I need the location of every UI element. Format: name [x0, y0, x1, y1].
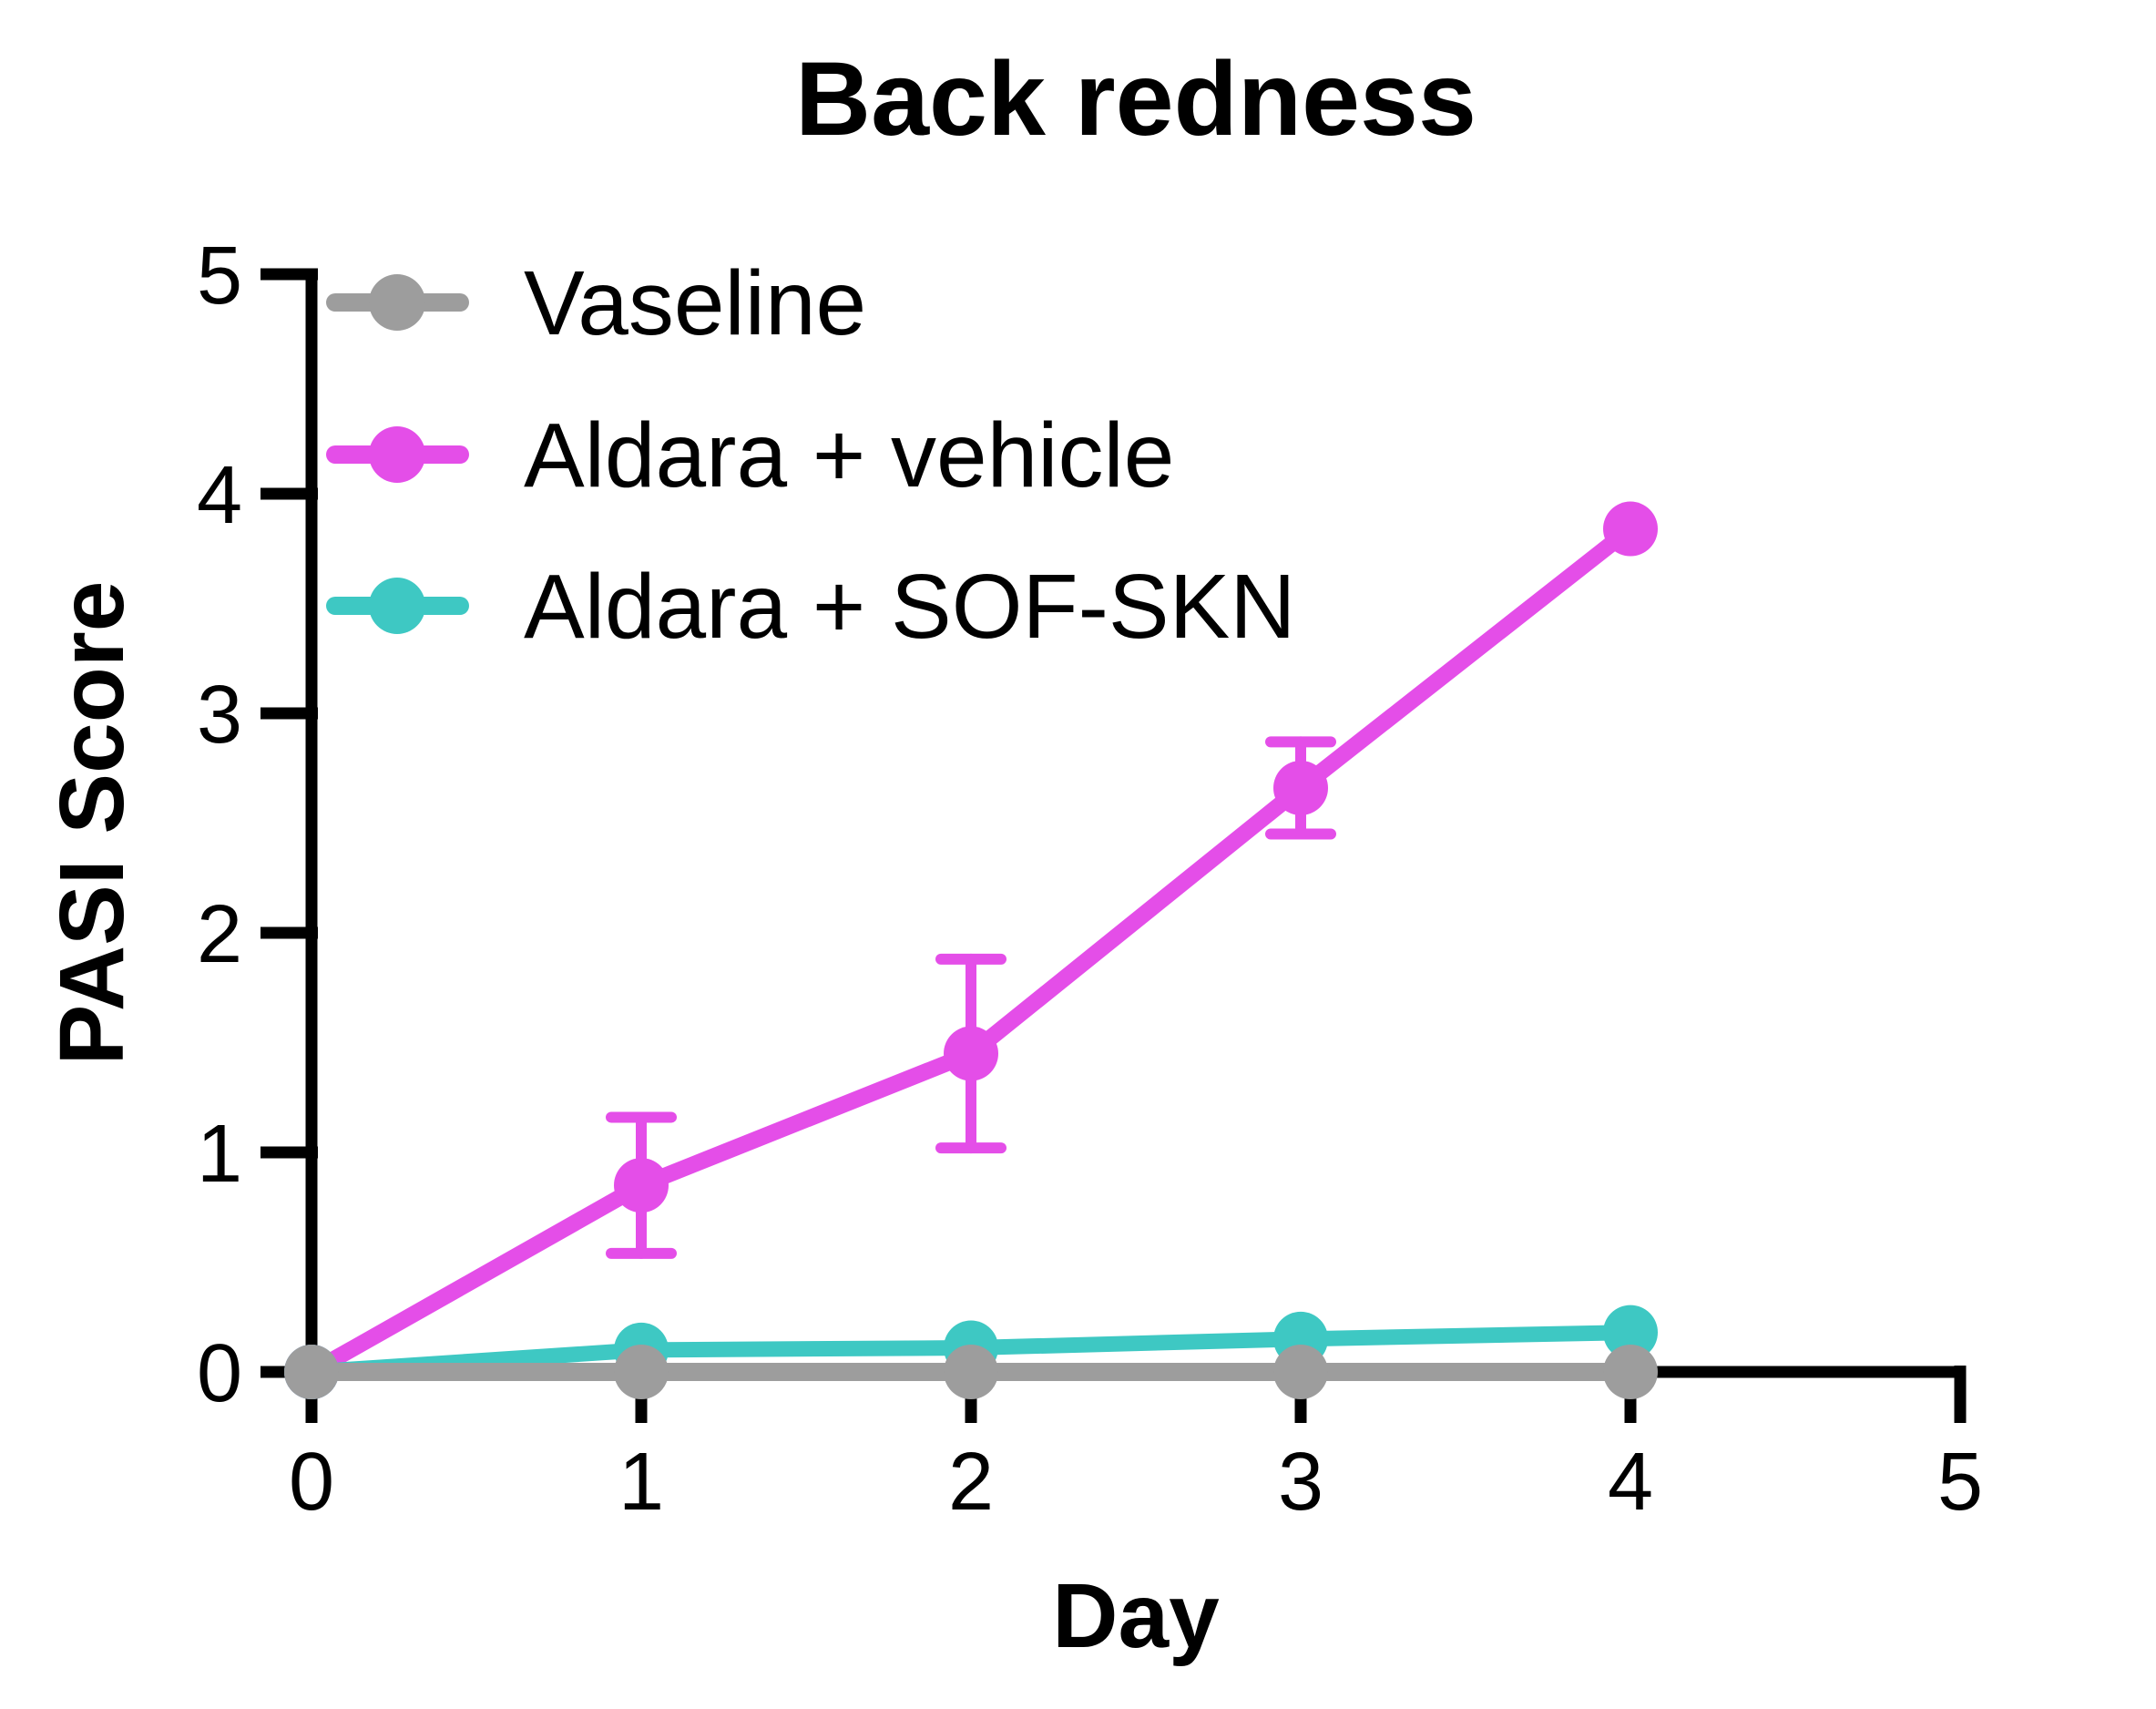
x-tick-label-5: 5	[1937, 1437, 1983, 1528]
point-vaseline-day-3	[1273, 1345, 1328, 1399]
point-vaseline-day-0	[284, 1345, 339, 1399]
y-axis-title: PASI Score	[41, 581, 143, 1066]
tick-labels: 0 1 2 3 4 5 0 1 2 3 4 5	[197, 230, 1983, 1528]
x-tick-label-4: 4	[1608, 1437, 1653, 1528]
point-vaseline-day-1	[614, 1345, 669, 1399]
legend-item-aldara-vehicle: Aldara + vehicle	[326, 404, 1174, 507]
point-aldara-vehicle-day-2	[944, 1026, 998, 1081]
x-tick-label-3: 3	[1278, 1437, 1323, 1528]
y-tick-label-5: 5	[197, 230, 242, 322]
y-tick-label-4: 4	[197, 450, 242, 541]
y-tick-label-0: 0	[197, 1328, 242, 1419]
point-aldara-vehicle-day-3	[1273, 760, 1328, 815]
x-tick-label-2: 2	[948, 1437, 994, 1528]
y-tick-label-1: 1	[197, 1109, 242, 1200]
point-aldara-vehicle-day-1	[614, 1158, 669, 1213]
point-aldara-vehicle-day-4	[1603, 501, 1658, 557]
point-aldara-sof-skn-day-4	[1603, 1305, 1658, 1360]
legend-label-vaseline: Vaseline	[524, 252, 866, 354]
legend-marker-aldara-vehicle	[369, 426, 425, 483]
legend-marker-aldara-sof-skn	[369, 578, 425, 634]
point-vaseline-day-4	[1603, 1345, 1658, 1399]
legend-label-aldara-sof-skn: Aldara + SOF-SKN	[524, 556, 1296, 658]
legend-label-aldara-vehicle: Aldara + vehicle	[524, 404, 1174, 507]
legend-item-aldara-sof-skn: Aldara + SOF-SKN	[326, 556, 1296, 658]
x-tick-label-1: 1	[618, 1437, 664, 1528]
x-tick-label-0: 0	[289, 1437, 334, 1528]
x-axis-title: Day	[1052, 1565, 1220, 1667]
legend: Vaseline Aldara + vehicle Aldara + SOF-SKN	[326, 252, 1296, 658]
chart-title: Back redness	[795, 41, 1477, 158]
legend-item-vaseline: Vaseline	[326, 252, 866, 354]
point-vaseline-day-2	[944, 1345, 998, 1399]
y-tick-label-3: 3	[197, 670, 242, 761]
legend-marker-vaseline	[369, 274, 425, 331]
series-vaseline	[284, 1345, 1658, 1399]
y-tick-label-2: 2	[197, 889, 242, 980]
